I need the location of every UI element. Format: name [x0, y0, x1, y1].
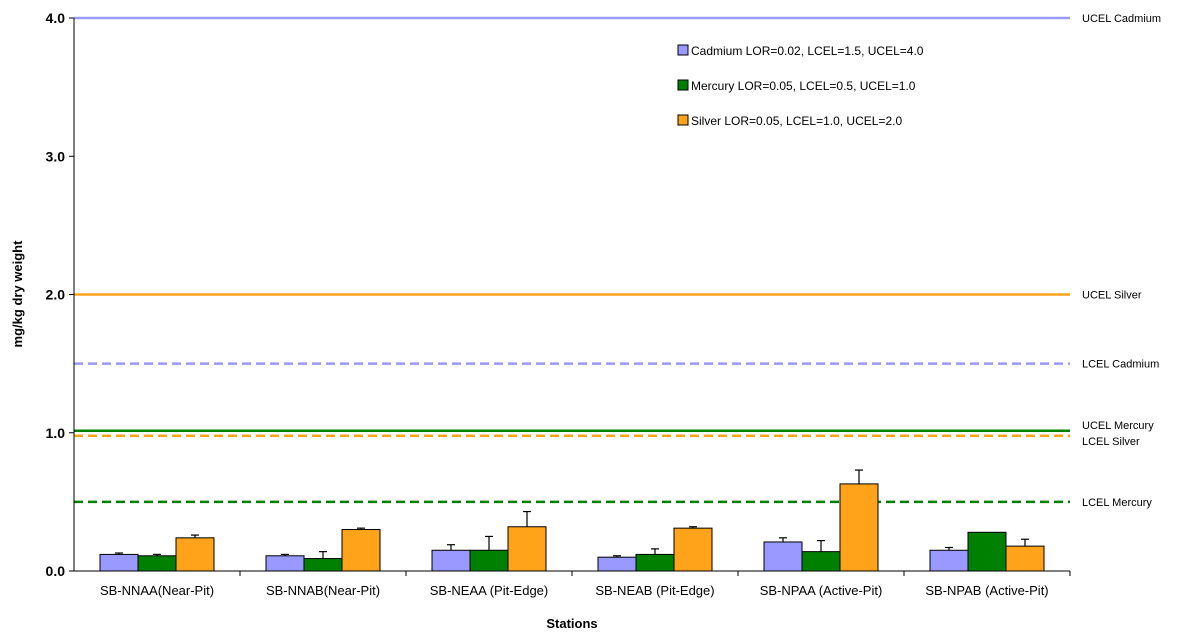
bar	[840, 484, 878, 571]
bar	[636, 554, 674, 571]
bar	[802, 552, 840, 571]
legend-swatch	[678, 80, 688, 90]
reference-line-label: LCEL Silver	[1082, 436, 1140, 448]
x-category-label: SB-NNAB(Near-Pit)	[266, 583, 380, 598]
legend-label: Cadmium LOR=0.02, LCEL=1.5, UCEL=4.0	[691, 44, 924, 58]
legend: Cadmium LOR=0.02, LCEL=1.5, UCEL=4.0 Merc…	[678, 44, 924, 128]
bar	[470, 550, 508, 571]
x-category-label: SB-NPAA (Active-Pit)	[760, 583, 883, 598]
reference-line-label: UCEL Cadmium	[1082, 13, 1161, 25]
bar	[342, 530, 380, 571]
y-tick-label: 0.0	[46, 563, 66, 579]
y-ticks: 0.0 1.0 2.0 3.0 4.0	[46, 10, 74, 579]
y-tick-label: 2.0	[46, 287, 66, 303]
bar	[764, 542, 802, 571]
legend-label: Mercury LOR=0.05, LCEL=0.5, UCEL=1.0	[691, 79, 916, 93]
reference-line-labels: UCEL Cadmium UCEL Silver LCEL Cadmium UCEL …	[1082, 13, 1161, 509]
bar	[176, 538, 214, 571]
bar	[930, 550, 968, 571]
legend-label: Silver LOR=0.05, LCEL=1.0, UCEL=2.0	[691, 114, 902, 128]
legend-swatch	[678, 45, 688, 55]
y-tick-label: 4.0	[46, 10, 66, 26]
x-category-label: SB-NEAA (Pit-Edge)	[430, 583, 549, 598]
x-category-label: SB-NEAB (Pit-Edge)	[595, 583, 714, 598]
reference-line-label: LCEL Mercury	[1082, 497, 1152, 509]
bar	[432, 550, 470, 571]
bar	[304, 559, 342, 571]
bar	[1006, 546, 1044, 571]
x-categories: SB-NNAA(Near-Pit) SB-NNAB(Near-Pit) SB-NEA…	[100, 571, 1070, 598]
bar	[100, 554, 138, 571]
reference-line-label: UCEL Silver	[1082, 290, 1142, 302]
bar	[598, 557, 636, 571]
legend-swatch	[678, 115, 688, 125]
bar	[968, 532, 1006, 571]
bar	[674, 528, 712, 571]
bar	[266, 556, 304, 571]
x-category-label: SB-NPAB (Active-Pit)	[925, 583, 1048, 598]
x-axis-title: Stations	[546, 616, 597, 631]
reference-lines	[74, 18, 1070, 502]
bar	[508, 527, 546, 571]
x-category-label: SB-NNAA(Near-Pit)	[100, 583, 214, 598]
y-axis-title: mg/kg dry weight	[10, 240, 25, 348]
bars	[100, 470, 1044, 571]
y-tick-label: 1.0	[46, 425, 66, 441]
reference-line-label: LCEL Cadmium	[1082, 359, 1159, 371]
reference-line-label: UCEL Mercury	[1082, 420, 1154, 432]
y-tick-label: 3.0	[46, 148, 66, 164]
bar	[138, 556, 176, 571]
